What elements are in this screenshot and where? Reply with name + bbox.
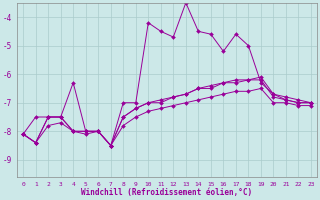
X-axis label: Windchill (Refroidissement éolien,°C): Windchill (Refroidissement éolien,°C) (82, 188, 252, 197)
